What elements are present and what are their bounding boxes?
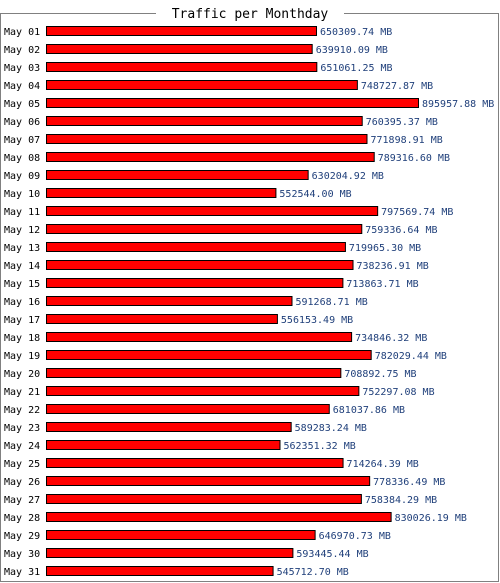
- bar: [46, 548, 294, 558]
- category-label: May 27: [4, 495, 40, 506]
- value-label: 719965.30 MB: [349, 243, 421, 254]
- value-label: 830026.19 MB: [395, 513, 467, 524]
- value-label: 562351.32 MB: [283, 441, 355, 452]
- value-label: 552544.00 MB: [279, 189, 351, 200]
- bar: [46, 458, 344, 468]
- bar: [46, 80, 358, 90]
- category-label: May 28: [4, 513, 40, 524]
- value-label: 681037.86 MB: [333, 405, 405, 416]
- category-label: May 01: [4, 27, 40, 38]
- value-label: 713863.71 MB: [346, 279, 418, 290]
- value-label: 545712.70 MB: [277, 567, 349, 578]
- category-label: May 24: [4, 441, 40, 452]
- category-label: May 25: [4, 459, 40, 470]
- value-label: 760395.37 MB: [366, 117, 438, 128]
- bar: [46, 530, 316, 540]
- bar: [46, 278, 344, 288]
- value-label: 748727.87 MB: [361, 81, 433, 92]
- bar: [46, 332, 353, 342]
- value-label: 771898.91 MB: [370, 135, 442, 146]
- category-label: May 15: [4, 279, 40, 290]
- category-label: May 17: [4, 315, 40, 326]
- value-label: 734846.32 MB: [355, 333, 427, 344]
- category-label: May 26: [4, 477, 40, 488]
- value-label: 591268.71 MB: [295, 297, 367, 308]
- bar: [46, 26, 318, 36]
- category-label: May 23: [4, 423, 40, 434]
- value-label: 630204.92 MB: [312, 171, 384, 182]
- bar: [46, 296, 293, 306]
- bar: [46, 314, 278, 324]
- value-label: 758384.29 MB: [365, 495, 437, 506]
- category-label: May 19: [4, 351, 40, 362]
- category-label: May 29: [4, 531, 40, 542]
- bar: [46, 44, 313, 54]
- bar: [46, 62, 318, 72]
- value-label: 789316.60 MB: [378, 153, 450, 164]
- bar: [46, 494, 362, 504]
- category-label: May 13: [4, 243, 40, 254]
- value-label: 556153.49 MB: [281, 315, 353, 326]
- category-label: May 18: [4, 333, 40, 344]
- bar: [46, 134, 368, 144]
- bar: [46, 242, 346, 252]
- category-label: May 22: [4, 405, 40, 416]
- value-label: 778336.49 MB: [373, 477, 445, 488]
- category-label: May 14: [4, 261, 40, 272]
- category-label: May 04: [4, 81, 40, 92]
- category-label: May 08: [4, 153, 40, 164]
- category-label: May 21: [4, 387, 40, 398]
- value-label: 738236.91 MB: [357, 261, 429, 272]
- bar: [46, 116, 363, 126]
- bar: [46, 224, 363, 234]
- category-label: May 20: [4, 369, 40, 380]
- category-label: May 10: [4, 189, 40, 200]
- category-label: May 03: [4, 63, 40, 74]
- value-label: 593445.44 MB: [296, 549, 368, 560]
- bar: [46, 512, 392, 522]
- value-label: 639910.09 MB: [316, 45, 388, 56]
- bar: [46, 260, 354, 270]
- value-label: 797569.74 MB: [381, 207, 453, 218]
- category-label: May 31: [4, 567, 40, 578]
- category-label: May 07: [4, 135, 40, 146]
- bar: [46, 386, 360, 396]
- value-label: 714264.39 MB: [347, 459, 419, 470]
- value-label: 782029.44 MB: [375, 351, 447, 362]
- value-label: 759336.64 MB: [365, 225, 437, 236]
- value-label: 650309.74 MB: [320, 27, 392, 38]
- bar: [46, 170, 309, 180]
- bar-group: May 01 650309.74 MB May 02 639910.09 MB May …: [4, 26, 494, 578]
- category-label: May 16: [4, 297, 40, 308]
- chart-title: Traffic per Monthday: [172, 7, 329, 22]
- category-label: May 09: [4, 171, 40, 182]
- bar: [46, 404, 330, 414]
- bar: [46, 476, 371, 486]
- category-label: May 11: [4, 207, 40, 218]
- category-label: May 05: [4, 99, 40, 110]
- value-label: 708892.75 MB: [344, 369, 416, 380]
- bar: [46, 566, 274, 576]
- category-label: May 12: [4, 225, 40, 236]
- category-label: May 30: [4, 549, 40, 560]
- category-label: May 06: [4, 117, 40, 128]
- value-label: 752297.08 MB: [362, 387, 434, 398]
- bar: [46, 368, 342, 378]
- bar: [46, 422, 292, 432]
- value-label: 589283.24 MB: [295, 423, 367, 434]
- value-label: 651061.25 MB: [320, 63, 392, 74]
- value-label: 646970.73 MB: [319, 531, 391, 542]
- category-label: May 02: [4, 45, 40, 56]
- bar: [46, 440, 281, 450]
- title-background: [156, 5, 344, 21]
- value-label: 895957.88 MB: [422, 99, 494, 110]
- bar: [46, 188, 277, 198]
- bar: [46, 206, 379, 216]
- bar: [46, 152, 375, 162]
- bar: [46, 350, 372, 360]
- bar: [46, 98, 419, 108]
